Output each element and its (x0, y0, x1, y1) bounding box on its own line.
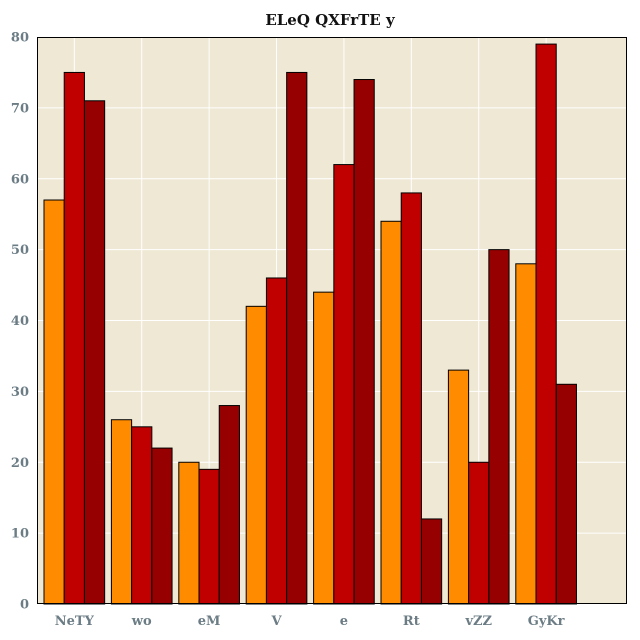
y-tick-label: 50 (11, 243, 29, 258)
bar-V-series-2 (265, 277, 288, 605)
bars (43, 43, 577, 605)
x-tick-label: vZZ (464, 614, 492, 629)
y-tick-label: 10 (11, 527, 29, 542)
bar-e-series-1 (313, 291, 335, 605)
y-axis-ticks: 0 10 20 30 40 50 60 70 80 (11, 31, 29, 613)
y-tick-label: 0 (20, 598, 29, 613)
bar-Rt-series-2 (400, 192, 422, 605)
bar-eM-series-2 (198, 468, 220, 605)
bar-wo-series-3 (151, 447, 173, 605)
bar-vZZ-series-1 (447, 369, 470, 605)
bar-V-series-1 (245, 305, 267, 605)
bar-eM-series-1 (178, 461, 200, 605)
bar-wo-series-1 (110, 419, 133, 605)
bar-V-series-3 (286, 71, 308, 605)
y-tick-label: 30 (11, 385, 29, 400)
bar-GyKr-series-1 (515, 263, 537, 605)
bar-Rt-series-1 (380, 220, 402, 605)
bar-e-series-3 (353, 79, 375, 605)
bar-NeTY-series-1 (43, 199, 65, 605)
x-tick-label: Rt (403, 614, 420, 629)
x-tick-label: e (340, 614, 348, 629)
bar-e-series-2 (333, 164, 355, 605)
bar-NeTY-series-2 (63, 71, 85, 605)
chart-title: ELeQ QXFrTE y (265, 11, 396, 29)
y-tick-label: 70 (11, 101, 29, 116)
bar-vZZ-series-2 (468, 461, 490, 605)
bar-vZZ-series-3 (488, 249, 510, 605)
y-tick-label: 60 (11, 172, 29, 187)
x-tick-label: NeTY (55, 614, 95, 629)
bar-wo-series-2 (131, 426, 153, 605)
x-tick-label: V (270, 614, 282, 629)
x-tick-label: GyKr (528, 614, 565, 629)
bar-GyKr-series-3 (555, 383, 577, 605)
y-tick-label: 40 (11, 314, 29, 329)
x-tick-label: wo (131, 614, 152, 629)
y-tick-label: 20 (11, 456, 29, 471)
bar-NeTY-series-3 (83, 100, 106, 605)
bar-eM-series-3 (218, 405, 240, 605)
x-tick-label: eM (198, 614, 221, 629)
y-tick-label: 80 (11, 31, 29, 46)
bar-Rt-series-3 (420, 518, 443, 605)
plot-frame (37, 37, 627, 604)
bar-GyKr-series-2 (535, 43, 557, 605)
